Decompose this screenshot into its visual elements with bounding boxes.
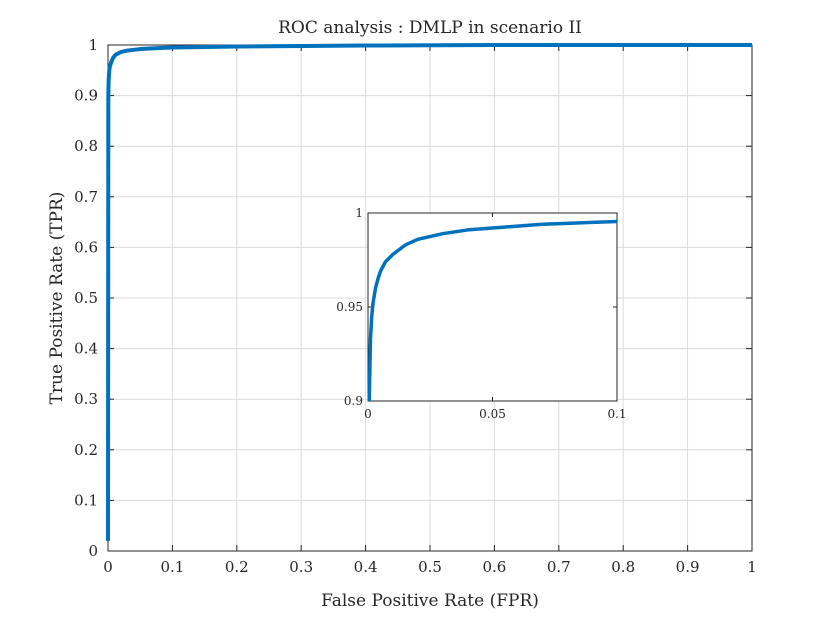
main-x-tick-label: 0.4 xyxy=(354,558,378,576)
inset-y-tick-label: 0.9 xyxy=(344,394,363,408)
main-x-tick-label: 0.1 xyxy=(160,558,184,576)
main-y-tick-label: 0.4 xyxy=(74,340,98,358)
main-x-tick-label: 0 xyxy=(103,558,113,576)
main-y-tick-label: 0 xyxy=(88,542,98,560)
main-x-tick-label: 0.7 xyxy=(547,558,571,576)
y-axis-label: True Positive Rate (TPR) xyxy=(47,192,67,405)
main-x-tick-label: 1 xyxy=(747,558,757,576)
main-x-tick-label: 0.8 xyxy=(611,558,635,576)
main-x-tick-label: 0.2 xyxy=(225,558,249,576)
main-y-tick-label: 0.9 xyxy=(74,87,98,105)
main-x-tick-label: 0.3 xyxy=(289,558,313,576)
main-x-tick-label: 0.5 xyxy=(418,558,442,576)
main-x-tick-label: 0.9 xyxy=(676,558,700,576)
main-y-tick-label: 0.7 xyxy=(74,188,98,206)
inset-background xyxy=(368,213,617,401)
main-y-tick-label: 1 xyxy=(88,36,98,54)
inset-ticks: 0 0.05 0.1 0.9 0.95 1 xyxy=(336,206,626,421)
chart-title: ROC analysis : DMLP in scenario II xyxy=(278,18,582,38)
main-y-tick-label: 0.8 xyxy=(74,137,98,155)
main-x-tick-label: 0.6 xyxy=(482,558,506,576)
inset-plot-frame xyxy=(367,212,618,402)
main-y-tick-label: 0.1 xyxy=(74,491,98,509)
inset-y-tick-label: 1 xyxy=(355,206,363,220)
main-y-tick-label: 0.6 xyxy=(74,238,98,256)
inset-series xyxy=(367,219,618,402)
inset-roc-curve xyxy=(367,219,618,402)
inset-x-tick-label: 0 xyxy=(364,407,372,421)
inset-x-tick-label: 0.1 xyxy=(607,407,626,421)
x-axis-label: False Positive Rate (FPR) xyxy=(321,591,539,611)
main-roc-curve xyxy=(106,43,752,541)
inset-x-tick-label: 0.05 xyxy=(479,407,506,421)
main-series xyxy=(106,43,752,541)
main-y-tick-label: 0.2 xyxy=(74,441,98,459)
inset-y-tick-label: 0.95 xyxy=(336,300,363,314)
main-y-tick-label: 0.5 xyxy=(74,289,98,307)
main-y-tick-label: 0.3 xyxy=(74,390,98,408)
main-ticks: 0 0.1 0.2 0.3 0.4 0.5 0.6 0.7 0.8 0.9 1 0 0.1 0.2 0.3 0… xyxy=(74,36,757,576)
